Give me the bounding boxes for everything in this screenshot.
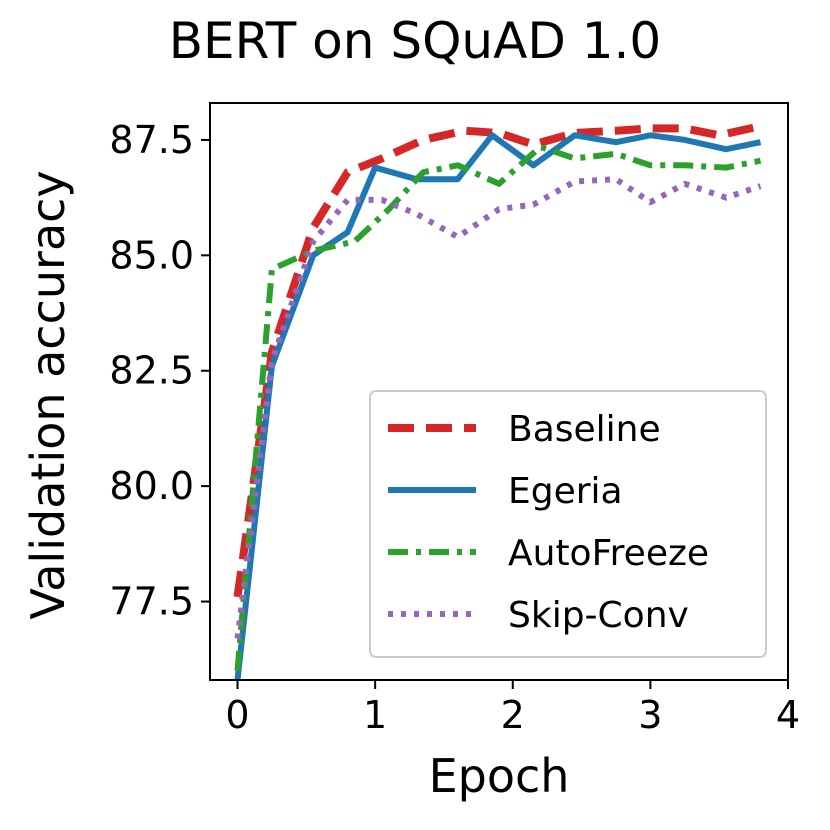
series-line-autofreeze xyxy=(234,143,762,672)
y-tick-label: 87.5 xyxy=(109,118,194,162)
series-layer xyxy=(233,122,762,681)
series-line-baseline xyxy=(233,122,762,598)
y-tick-label: 85.0 xyxy=(109,233,194,277)
x-axis-label: Epoch xyxy=(429,749,570,803)
y-tick-label: 80.0 xyxy=(109,464,194,508)
legend-label: Skip-Conv xyxy=(508,595,689,636)
x-tick-label: 4 xyxy=(776,693,800,737)
y-axis-label: Validation accuracy xyxy=(21,170,75,619)
y-tick-label: 77.5 xyxy=(109,580,194,624)
legend-label: AutoFreeze xyxy=(508,533,709,574)
legend-label: Egeria xyxy=(508,471,623,512)
x-tick-label: 0 xyxy=(225,693,249,737)
plot-frame xyxy=(209,102,789,681)
series-line-skip-conv xyxy=(234,176,762,639)
y-tick-label: 82.5 xyxy=(109,349,194,393)
x-tick-label: 3 xyxy=(638,693,662,737)
legend-box xyxy=(369,390,767,658)
legend: Baseline Egeria AutoFreeze Skip-Conv xyxy=(369,390,767,658)
x-tick-label: 2 xyxy=(501,693,525,737)
legend-label: Baseline xyxy=(508,409,661,450)
x-tick-label: 1 xyxy=(363,693,387,737)
chart-title: BERT on SQuAD 1.0 xyxy=(169,12,662,70)
axes-layer: 0 1 2 3 4 77.5 80.0 82.5 85.0 87.5 xyxy=(109,102,800,737)
